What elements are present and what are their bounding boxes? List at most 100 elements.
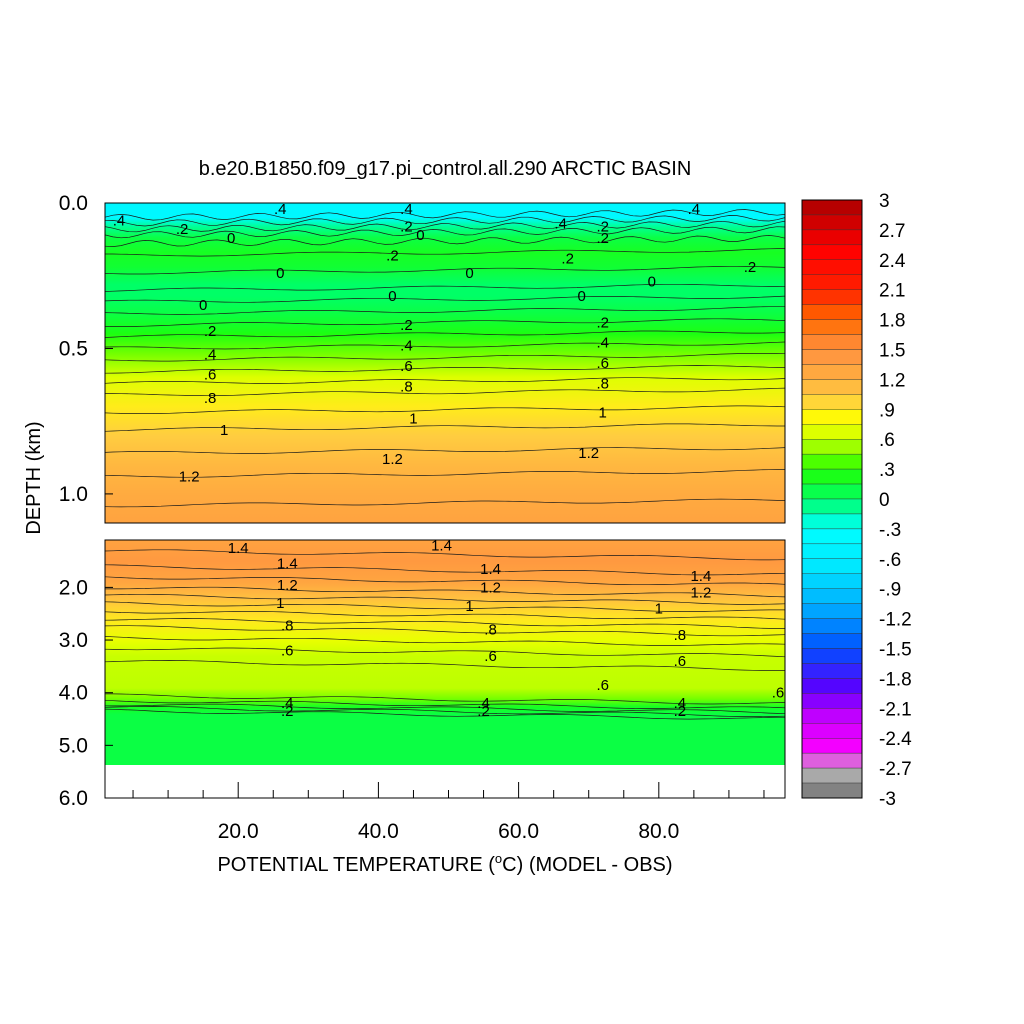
contour-label: .4 [688,201,701,218]
contour-line [104,699,786,709]
colorbar-swatch [801,663,863,679]
contour-line [104,235,786,247]
contour-label: .2 [596,314,609,331]
colorbar-swatch [801,453,863,470]
contour-label: .6 [281,643,294,660]
colorbar-swatch [801,603,863,619]
colorbar-label: -2.7 [879,759,912,780]
contour-line [104,636,786,646]
colorbar-swatch [801,364,863,380]
colorbar-swatch [801,528,863,545]
colorbar-swatch [801,319,863,335]
upper-contour-lines [104,209,786,508]
colorbar-swatch [801,752,863,769]
contour-label: .8 [484,622,497,639]
colorbar-swatch [801,244,863,261]
colorbar-swatch [801,334,863,350]
colorbar-label: -1.8 [879,669,912,690]
contour-line [104,498,786,508]
contour-label: .6 [400,358,413,375]
contour-label: .4 [274,201,287,218]
contour-label: .2 [744,259,757,276]
contour-label: 0 [578,288,586,305]
colorbar-label: -.9 [879,580,901,601]
contour-line [104,618,786,629]
contour-label: 1.4 [690,568,711,585]
colorbar-label: .9 [879,400,895,421]
colorbar-swatch [801,767,863,784]
y-axis-label: DEPTH (km) [23,421,45,534]
contour-line [104,330,786,338]
colorbar-label: -.3 [879,520,901,541]
contour-line [104,353,786,362]
colorbar-swatch [801,199,863,216]
contour-label: .4 [674,695,687,712]
colorbar-label: -3 [879,789,896,810]
lower-panel-frame [104,539,786,799]
colorbar-swatch [801,259,863,275]
contour-label: .2 [596,230,609,247]
x-axis-label-degree: o [495,851,502,866]
contour-line [104,611,786,620]
colorbar-label: 2.1 [879,281,905,302]
colorbar-swatch [801,573,863,589]
contour-line [105,586,786,598]
contour-line [104,265,786,275]
lower-contour-lines [104,549,786,720]
contour-label: .4 [281,695,294,712]
contour-line [105,693,786,705]
contour-label: .6 [596,677,609,694]
contour-label: .4 [596,335,609,352]
contour-line [104,215,786,227]
contour-line [104,341,786,350]
colorbar-swatch [801,304,863,320]
colorbar-swatch [801,483,863,500]
colorbar-swatch [801,289,863,305]
contour-label: 1.2 [480,579,501,596]
colorbar-swatch [801,782,863,799]
contour-label: 1.4 [431,537,452,554]
colorbar-label: 1.2 [879,370,905,391]
colorbar-label: 0 [879,490,890,511]
x-axis-label-pre: POTENTIAL TEMPERATURE ( [217,854,495,876]
contour-line [104,564,786,576]
contour-line [104,601,786,612]
contour-label: 1 [599,404,607,421]
contour-line [104,660,785,671]
colorbar-swatch [801,738,863,754]
colorbar-swatch [801,648,863,664]
contour-line [104,387,786,397]
y-axis: 0.0 0.5 1.0 2.0 3.0 4.0 5.0 6.0 [59,192,113,810]
contour-label: .8 [674,627,687,644]
contour-label: .2 [281,703,294,720]
x-tick-label: 80.0 [638,820,679,843]
contour-line [104,706,786,717]
colorbar-swatch [801,588,863,604]
colorbar-frame [801,199,863,799]
colorbar-swatch [801,678,863,694]
contour-label: 1.4 [277,556,298,573]
contour-line [104,549,786,561]
contour-line [104,647,786,658]
colorbar-swatch [801,229,863,246]
colorbar-swatch [801,468,863,485]
chart-title: b.e20.B1850.f09_g17.pi_control.all.290 A… [199,158,692,180]
contour-label: .6 [772,685,785,702]
y-tick-label: 5.0 [59,734,88,757]
contour-label: .2 [400,218,413,235]
contour-label: .4 [400,338,413,355]
contour-label: .6 [484,648,497,665]
colorbar-swatch [801,349,863,365]
colorbar-swatch [801,498,863,515]
colorbar-label: 1.8 [879,311,905,332]
contour-label: .4 [400,201,413,218]
colorbar-swatch [801,439,863,455]
contour-label: 0 [648,274,656,291]
contour-line [104,295,786,303]
colorbar-label: -2.1 [879,699,912,720]
contour-label: .2 [561,250,574,267]
upper-panel-frame [104,202,786,524]
colorbar-swatch [801,558,863,574]
contour-label: .8 [204,390,217,407]
